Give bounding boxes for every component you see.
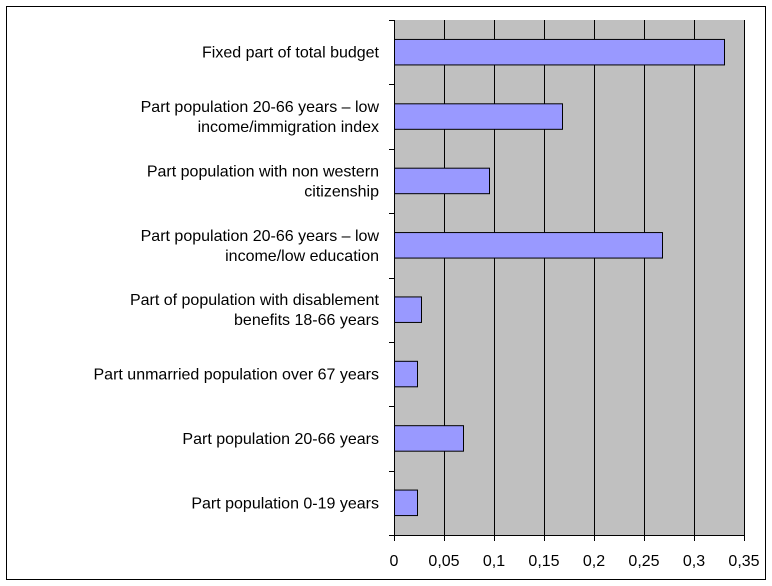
category-label: Part unmarried population over 67 years — [94, 367, 380, 384]
bar — [394, 103, 563, 130]
x-tick-label: 0,35 — [728, 553, 759, 570]
bar — [394, 296, 422, 323]
x-tick-label: 0,25 — [628, 553, 659, 570]
bars — [394, 38, 725, 517]
category-label: Fixed part of total budget — [202, 45, 380, 62]
category-label: Part population 20-66 years – low income/… — [141, 228, 380, 265]
category-label-line: income/low education — [225, 248, 379, 265]
x-tick-label: 0,05 — [428, 553, 459, 570]
bar — [394, 38, 725, 66]
category-label-line: Part unmarried population over 67 years — [94, 367, 380, 384]
x-tick-label: 0,3 — [683, 553, 705, 570]
category-label-line: Part population 20-66 years – low — [141, 99, 380, 116]
x-tick-label: 0,1 — [483, 553, 505, 570]
category-label-line: benefits 18-66 years — [234, 312, 379, 329]
category-label-line: Part population 20-66 years – low — [141, 228, 380, 245]
category-label-line: income/immigration index — [198, 119, 379, 136]
x-tick-label: 0,2 — [583, 553, 605, 570]
x-tick-labels: 0 0,05 0,1 0,15 0,2 0,25 0,3 0,35 — [390, 553, 760, 570]
category-label: Part of population with disablement benef… — [130, 292, 380, 329]
category-label-line: Part of population with disablement — [130, 292, 380, 309]
category-label-line: Fixed part of total budget — [202, 45, 380, 62]
bar — [394, 489, 418, 517]
category-label: Part population 20-66 years — [182, 431, 379, 448]
category-label-line: Part population with non western — [147, 163, 379, 180]
category-label: Part population 0-19 years — [191, 495, 379, 512]
category-labels: Fixed part of total budget Part populatio… — [94, 45, 380, 513]
x-tick-label: 0 — [390, 553, 399, 570]
bar — [394, 360, 418, 388]
bar — [394, 167, 490, 195]
category-label: Part population 20-66 years – low income/… — [141, 99, 380, 136]
bar — [394, 425, 464, 452]
category-label-line: Part population 0-19 years — [191, 495, 379, 512]
category-label-line: Part population 20-66 years — [182, 431, 379, 448]
axes — [389, 20, 745, 541]
x-tick-label: 0,15 — [528, 553, 559, 570]
category-label: Part population with non western citizens… — [147, 163, 379, 200]
bar — [394, 232, 663, 259]
plot-area — [394, 20, 744, 535]
category-label-line: citizenship — [304, 183, 379, 200]
